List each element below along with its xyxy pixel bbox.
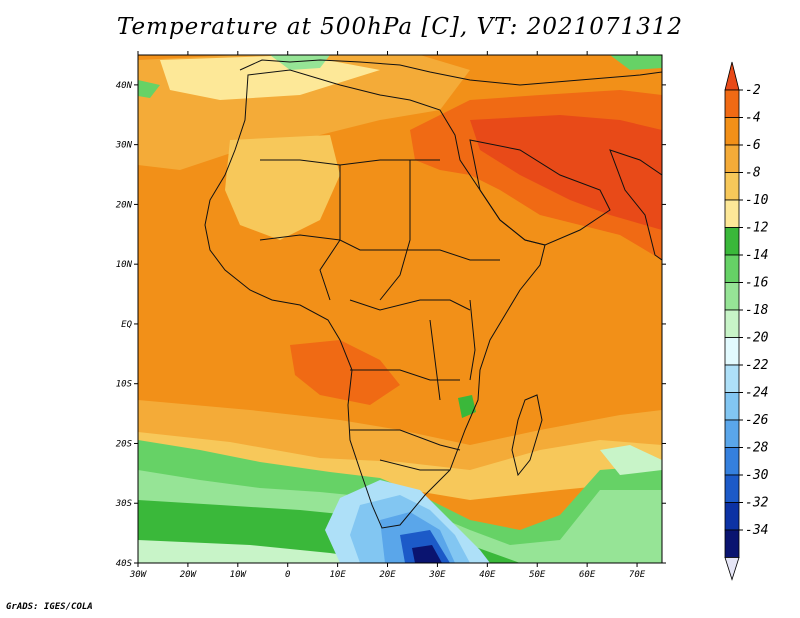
colorbar-swatch bbox=[724, 199, 740, 228]
lon-tick-label: 30W bbox=[129, 570, 148, 580]
plot-frame bbox=[137, 54, 663, 564]
lon-tick-label: 10E bbox=[329, 570, 346, 580]
colorbar-label: -24 bbox=[745, 386, 768, 401]
colorbar-swatch bbox=[724, 447, 740, 476]
colorbar-swatch bbox=[724, 254, 740, 283]
colorbar-swatch bbox=[724, 502, 740, 531]
colorbar-swatch bbox=[724, 529, 740, 558]
lat-tick-label: 20S bbox=[116, 439, 133, 449]
colorbar-swatch bbox=[724, 474, 740, 503]
lon-tick-label: 30E bbox=[428, 570, 446, 580]
colorbar-label: -20 bbox=[745, 331, 769, 346]
colorbar-label: -28 bbox=[745, 441, 769, 456]
colorbar-label: -2 bbox=[745, 83, 761, 98]
colorbar-swatch bbox=[724, 419, 740, 448]
lat-tick-label: 10N bbox=[116, 260, 133, 270]
colorbar-label: -32 bbox=[745, 496, 769, 511]
colorbar-label: -26 bbox=[745, 413, 769, 428]
colorbar-swatch bbox=[724, 227, 740, 256]
lon-tick-label: 0 bbox=[285, 570, 290, 580]
colorbar: -2 -4 -6 -8 -10 -12 -14 -16 -18 -20 -22 -24 -26 -28 -3… bbox=[724, 61, 769, 581]
colorbar-swatch bbox=[724, 144, 740, 173]
colorbar-label: -12 bbox=[745, 221, 769, 236]
coastlines bbox=[204, 59, 663, 529]
lon-tick-label: 20E bbox=[379, 570, 396, 580]
lat-tick-label: 10S bbox=[116, 380, 133, 390]
lon-tick-label: 70E bbox=[629, 570, 646, 580]
lat-tick-label: 40S bbox=[116, 559, 133, 569]
colorbar-label: -6 bbox=[745, 138, 761, 153]
colorbar-swatch bbox=[724, 392, 740, 421]
footer-credit: GrADS: IGES/COLA bbox=[6, 602, 93, 612]
colorbar-top-arrow bbox=[724, 61, 740, 91]
temperature-field bbox=[138, 55, 662, 563]
lat-tick-label: 20N bbox=[116, 200, 133, 210]
axis-ticks: 30W 20W 10W 0 10E 20E 30E 40E 50E 60E 70E 40N 30N 20N… bbox=[115, 51, 666, 580]
colorbar-swatch bbox=[724, 172, 740, 201]
colorbar-swatch bbox=[724, 309, 740, 338]
lat-tick-label: 40N bbox=[116, 81, 133, 91]
lat-tick-label: EQ bbox=[121, 320, 132, 330]
colorbar-label: -18 bbox=[745, 303, 769, 318]
lon-tick-label: 10W bbox=[230, 570, 248, 580]
colorbar-label: -30 bbox=[745, 468, 769, 483]
colorbar-swatch bbox=[724, 282, 740, 311]
lat-tick-label: 30S bbox=[115, 499, 133, 509]
colorbar-swatch bbox=[724, 337, 740, 366]
colorbar-swatch bbox=[724, 117, 740, 146]
colorbar-label: -10 bbox=[745, 193, 769, 208]
lon-tick-label: 60E bbox=[579, 570, 596, 580]
colorbar-bottom-arrow bbox=[724, 557, 740, 581]
lat-tick-label: 30N bbox=[115, 141, 133, 151]
colorbar-label: -4 bbox=[745, 111, 761, 126]
lon-tick-label: 20W bbox=[180, 570, 198, 580]
colorbar-label: -14 bbox=[745, 248, 768, 263]
colorbar-label: -8 bbox=[745, 166, 761, 181]
colorbar-label: -22 bbox=[745, 358, 769, 373]
colorbar-swatch bbox=[724, 89, 740, 118]
map-title: Temperature at 500hPa [C], VT: 202107131… bbox=[116, 14, 684, 40]
colorbar-label: -16 bbox=[745, 276, 769, 291]
lon-tick-label: 40E bbox=[479, 570, 496, 580]
colorbar-label: -34 bbox=[745, 523, 768, 538]
colorbar-swatch bbox=[724, 364, 740, 393]
lon-tick-label: 50E bbox=[529, 570, 546, 580]
